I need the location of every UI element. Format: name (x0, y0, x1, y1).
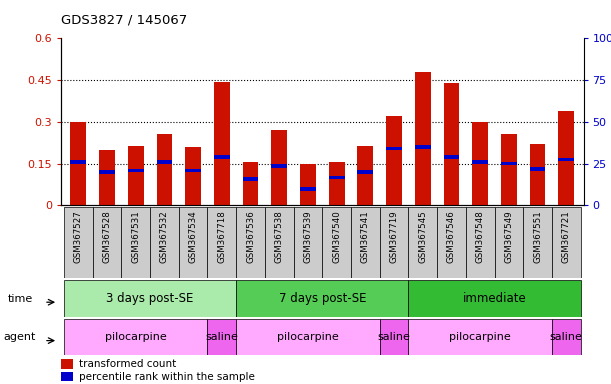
Bar (357, 146, 373, 205)
Bar (437, 207, 466, 278)
Bar (70, 122, 86, 205)
Text: GSM367532: GSM367532 (160, 210, 169, 263)
Bar (271, 130, 287, 205)
Bar (243, 177, 258, 181)
Bar (329, 176, 345, 179)
Bar (444, 155, 459, 159)
Bar (70, 161, 86, 164)
Text: GSM367551: GSM367551 (533, 210, 542, 263)
Bar (214, 155, 230, 159)
Text: GSM367545: GSM367545 (419, 210, 427, 263)
Text: GSM367541: GSM367541 (361, 210, 370, 263)
Text: time: time (7, 294, 32, 304)
Text: immediate: immediate (463, 292, 527, 305)
Text: GSM367527: GSM367527 (74, 210, 83, 263)
Text: GSM367719: GSM367719 (390, 210, 398, 263)
Bar (408, 280, 580, 317)
Bar (208, 207, 236, 278)
Bar (494, 207, 523, 278)
Bar (323, 207, 351, 278)
Bar (501, 162, 517, 166)
Bar (523, 207, 552, 278)
Bar (185, 147, 201, 205)
Bar (444, 83, 459, 205)
Bar (128, 169, 144, 172)
Bar (61, 372, 73, 381)
Bar (99, 150, 115, 205)
Text: pilocarpine: pilocarpine (277, 332, 339, 342)
Bar (64, 280, 236, 317)
Text: GSM367721: GSM367721 (562, 210, 571, 263)
Bar (530, 167, 546, 171)
Bar (558, 111, 574, 205)
Bar (300, 187, 316, 190)
Bar (501, 134, 517, 205)
Bar (156, 134, 172, 205)
Bar (379, 207, 408, 278)
Bar (185, 169, 201, 172)
Bar (379, 319, 408, 355)
Bar (552, 207, 580, 278)
Bar (265, 207, 294, 278)
Bar (357, 170, 373, 174)
Text: GSM367546: GSM367546 (447, 210, 456, 263)
Bar (236, 207, 265, 278)
Text: GSM367539: GSM367539 (304, 210, 312, 263)
Bar (408, 319, 552, 355)
Bar (150, 207, 179, 278)
Text: GSM367531: GSM367531 (131, 210, 141, 263)
Bar (386, 147, 402, 150)
Bar (271, 164, 287, 168)
Text: GSM367718: GSM367718 (218, 210, 226, 263)
Text: GSM367549: GSM367549 (504, 210, 513, 263)
Bar (408, 207, 437, 278)
Text: 7 days post-SE: 7 days post-SE (279, 292, 366, 305)
Text: percentile rank within the sample: percentile rank within the sample (79, 372, 255, 382)
Text: pilocarpine: pilocarpine (105, 332, 167, 342)
Bar (415, 72, 431, 205)
Bar (128, 146, 144, 205)
Text: GSM367536: GSM367536 (246, 210, 255, 263)
Text: GSM367548: GSM367548 (476, 210, 485, 263)
Bar (329, 162, 345, 205)
Text: transformed count: transformed count (79, 359, 177, 369)
Bar (156, 161, 172, 164)
Text: 3 days post-SE: 3 days post-SE (106, 292, 194, 305)
Text: GSM367538: GSM367538 (275, 210, 284, 263)
Bar (351, 207, 379, 278)
Bar (472, 122, 488, 205)
Bar (472, 161, 488, 164)
Bar (415, 145, 431, 149)
Bar (300, 164, 316, 205)
Bar (552, 319, 580, 355)
Text: agent: agent (3, 332, 35, 342)
Text: saline: saline (205, 332, 238, 342)
Bar (294, 207, 323, 278)
Text: GSM367534: GSM367534 (189, 210, 197, 263)
Bar (214, 81, 230, 205)
Bar (236, 280, 408, 317)
Bar (99, 170, 115, 174)
Bar (208, 319, 236, 355)
Bar (179, 207, 208, 278)
Text: saline: saline (378, 332, 411, 342)
Bar (530, 144, 546, 205)
Text: pilocarpine: pilocarpine (449, 332, 511, 342)
Bar (466, 207, 494, 278)
Bar (236, 319, 379, 355)
Bar (64, 207, 93, 278)
Bar (122, 207, 150, 278)
Bar (93, 207, 122, 278)
Bar (243, 162, 258, 205)
Text: GSM367540: GSM367540 (332, 210, 341, 263)
Text: GSM367528: GSM367528 (103, 210, 112, 263)
Bar (386, 116, 402, 205)
Bar (64, 319, 208, 355)
Bar (558, 158, 574, 161)
Bar (61, 359, 73, 369)
Text: GDS3827 / 145067: GDS3827 / 145067 (61, 13, 188, 26)
Text: saline: saline (550, 332, 583, 342)
